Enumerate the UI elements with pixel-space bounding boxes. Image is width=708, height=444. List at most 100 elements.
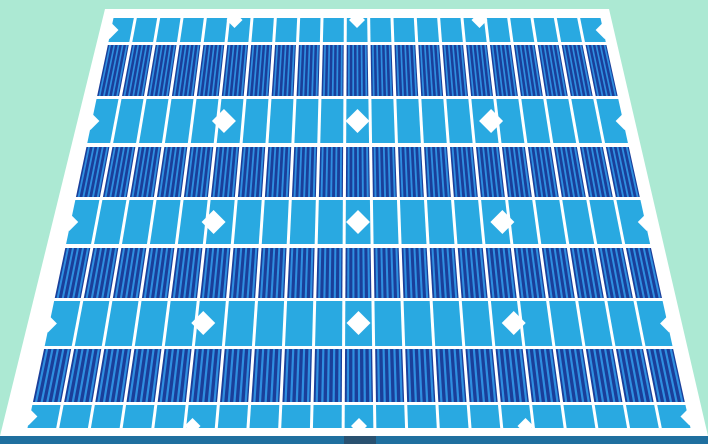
cell-stripe	[307, 147, 312, 197]
cell-stripe	[111, 45, 124, 96]
cell-stripe	[502, 248, 511, 298]
solar-cell	[521, 99, 551, 143]
cell-stripe	[277, 45, 283, 96]
cell-stripe	[543, 45, 554, 96]
solar-cell	[556, 18, 582, 42]
cell-stripe	[227, 349, 235, 402]
cell-stripe	[599, 45, 613, 96]
cell-stripe	[119, 147, 130, 197]
cell-stripe	[170, 349, 180, 402]
cell-stripe	[543, 248, 553, 298]
cell-stripe	[532, 349, 542, 402]
cell-stripe	[404, 147, 409, 197]
cell-stripe	[276, 147, 281, 197]
solar-cell	[346, 18, 368, 42]
cell-stripe	[173, 147, 182, 197]
solar-cell	[594, 405, 628, 428]
cell-stripe	[456, 45, 463, 96]
solar-cell	[344, 405, 374, 428]
cell-stripe	[404, 45, 409, 96]
cell-stripe	[265, 45, 271, 96]
cell-stripe	[560, 147, 571, 197]
cell-stripe	[193, 248, 202, 298]
cell-stripe	[327, 45, 331, 96]
cell-stripe	[207, 349, 215, 402]
cell-stripe	[385, 248, 389, 298]
cell-stripe	[114, 349, 125, 402]
cell-stripe	[154, 248, 164, 298]
cell-stripe	[363, 349, 366, 402]
cell-stripe	[395, 248, 400, 298]
cell-rows	[27, 18, 691, 428]
cell-stripe	[304, 248, 309, 298]
cell-stripe	[471, 45, 479, 96]
cell-stripe	[502, 349, 511, 402]
cell-stripe	[281, 45, 287, 96]
cell-stripe	[499, 45, 509, 96]
cell-stripe	[444, 147, 450, 197]
edge-notch	[38, 314, 57, 333]
solar-cell	[275, 18, 298, 42]
cell-stripe	[258, 147, 265, 197]
solar-cell	[268, 99, 294, 143]
solar-cell	[486, 18, 511, 42]
solar-cell	[396, 99, 421, 143]
cell-stripe	[67, 248, 80, 298]
cell-stripe	[114, 147, 126, 197]
cell-stripe	[434, 147, 441, 197]
cell-stripe	[547, 45, 558, 96]
cell-junction-diamond	[345, 210, 370, 234]
cell-stripe	[519, 349, 528, 402]
solar-cell	[427, 200, 455, 244]
cell-stripe	[102, 349, 114, 402]
cell-stripe	[338, 349, 341, 402]
cell-stripe	[88, 349, 100, 402]
cell-stripe	[639, 349, 653, 402]
solar-cell	[94, 200, 127, 244]
edge-notch	[595, 21, 614, 39]
cell-stripe	[328, 248, 332, 298]
cell-stripe	[425, 147, 431, 197]
cell-stripe	[515, 45, 525, 96]
cell-stripe	[125, 248, 136, 298]
cell-stripe	[273, 45, 279, 96]
cell-stripe	[34, 349, 49, 402]
cell-stripe	[240, 45, 248, 96]
cell-stripe	[664, 349, 678, 402]
cell-stripe	[408, 45, 413, 96]
cell-stripe	[480, 45, 488, 96]
cell-stripe	[51, 349, 65, 402]
cell-stripe	[512, 147, 522, 197]
solar-cell	[74, 301, 110, 346]
cell-stripe	[482, 147, 490, 197]
solar-cell	[320, 99, 344, 143]
cell-stripe	[591, 45, 604, 96]
cell-stripe	[306, 349, 311, 402]
cell-stripe	[309, 248, 314, 298]
cell-stripe	[136, 147, 147, 197]
cell-stripe	[230, 248, 238, 298]
cell-stripe	[238, 349, 245, 402]
cell-stripe	[293, 147, 298, 197]
solar-cell	[254, 301, 285, 346]
cell-stripe	[503, 45, 513, 96]
cell-stripe	[326, 349, 330, 402]
cell-stripe	[109, 147, 121, 197]
panel-stand	[0, 436, 708, 444]
cell-stripe	[617, 349, 630, 402]
cell-stripe	[241, 248, 248, 298]
cell-stripe	[436, 45, 443, 96]
solar-cell	[233, 200, 262, 244]
cell-stripe	[212, 147, 220, 197]
cell-junction-diamond	[501, 311, 526, 335]
cell-stripe	[362, 248, 365, 298]
solar-cell	[322, 18, 344, 42]
cell-stripe	[557, 349, 568, 402]
cell-stripe	[185, 147, 194, 197]
solar-cell	[164, 301, 197, 346]
cell-stripe	[40, 349, 54, 402]
cell-stripe	[487, 248, 495, 298]
cell-stripe	[248, 45, 255, 96]
cell-stripe	[270, 349, 276, 402]
